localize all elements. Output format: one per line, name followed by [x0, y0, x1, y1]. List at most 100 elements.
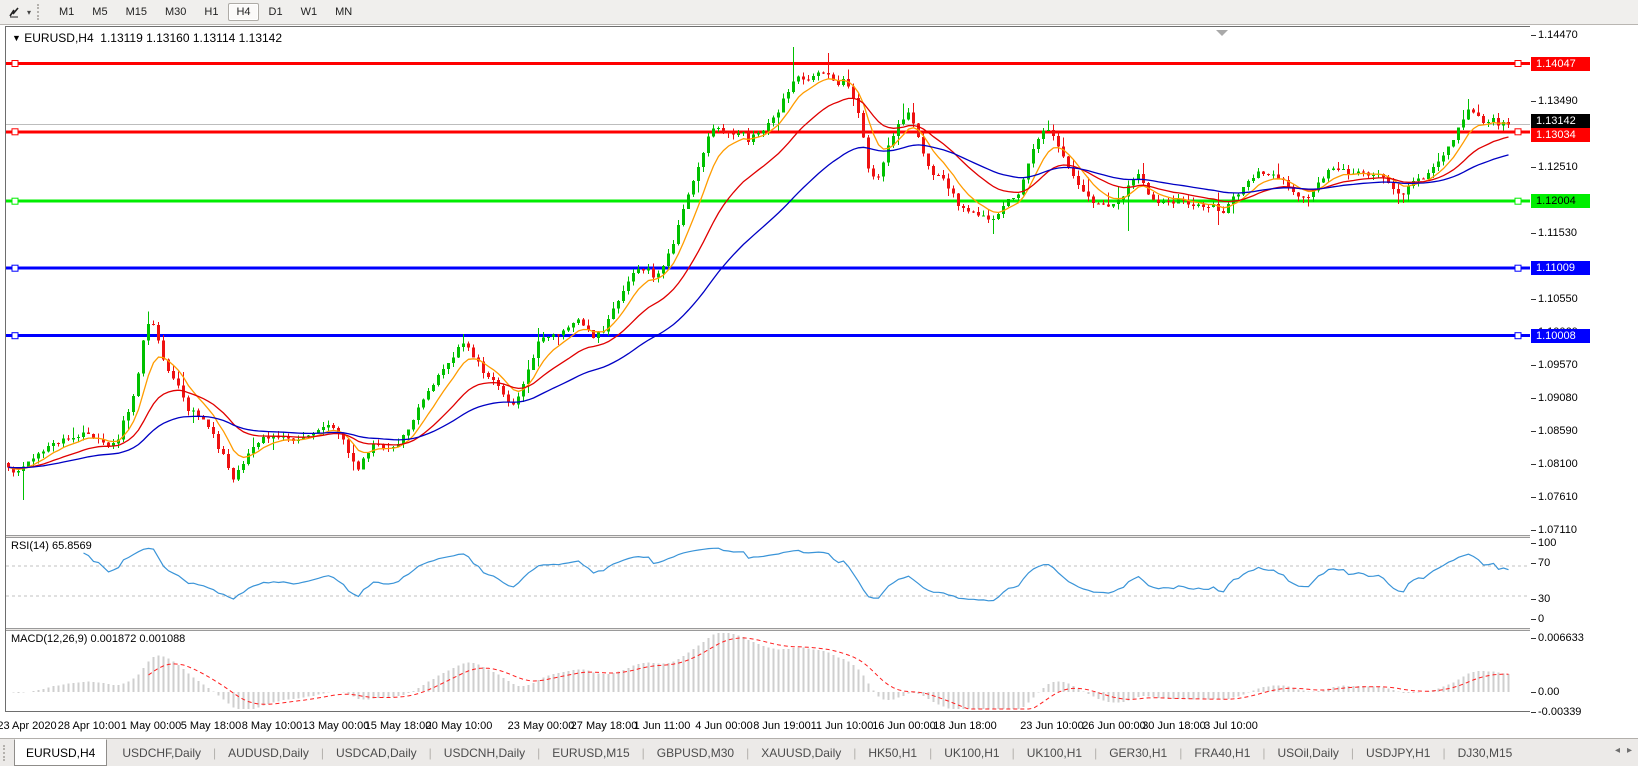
candle-body: [1457, 127, 1460, 141]
candle-body: [557, 334, 560, 336]
candle-body: [1162, 201, 1165, 203]
tab-fra40-h1[interactable]: FRA40,H1: [1194, 745, 1251, 760]
tab-eurusd-m15[interactable]: EURUSD,M15: [552, 745, 630, 760]
level-handle[interactable]: [1514, 60, 1522, 67]
level-handle[interactable]: [1514, 128, 1522, 136]
candle-body: [1187, 200, 1190, 205]
symbol-dropdown-icon[interactable]: ▼: [12, 33, 21, 43]
candle-body: [587, 325, 590, 330]
candle-body: [447, 363, 450, 370]
candle-body: [827, 73, 830, 75]
tab-uk100-h1[interactable]: UK100,H1: [944, 745, 1000, 760]
candle-body: [927, 153, 930, 167]
timeframe-button-m30[interactable]: M30: [164, 6, 187, 18]
candle-body: [767, 123, 770, 131]
candle-body: [902, 119, 905, 124]
level-handle[interactable]: [11, 197, 19, 205]
chart-tool-glyph: [9, 7, 19, 18]
tab-uk100-h1[interactable]: UK100,H1: [1026, 745, 1083, 760]
tab-dj30-m15[interactable]: DJ30,M15: [1457, 745, 1513, 760]
candle-body: [1337, 168, 1340, 170]
macd-label: MACD(12,26,9) 0.001872 0.001088: [11, 633, 186, 645]
timeframe-button-mn[interactable]: MN: [335, 6, 353, 18]
candle-body: [347, 439, 350, 454]
tab-usdjpy-h1[interactable]: USDJPY,H1: [1365, 745, 1431, 760]
candle-body: [77, 437, 80, 439]
candle-body: [952, 188, 955, 194]
tab-ger30-h1[interactable]: GER30,H1: [1109, 745, 1168, 760]
toolbar-grip[interactable]: [37, 4, 42, 20]
candle-body: [512, 401, 515, 405]
tab-hk50-h1[interactable]: HK50,H1: [868, 745, 918, 760]
candle-body: [807, 79, 810, 81]
candle-body: [982, 215, 985, 217]
candle-body: [1212, 204, 1215, 207]
tab-nav-right-icon[interactable]: ▸: [1626, 745, 1632, 756]
candle-body: [247, 453, 250, 464]
tab-gbpusd-m30[interactable]: GBPUSD,M30: [656, 745, 735, 760]
timeframe-button-w1[interactable]: W1: [300, 6, 318, 18]
tab-separator: |: [1442, 745, 1446, 760]
level-handle[interactable]: [1514, 197, 1522, 205]
price-tick-label: 1.13490: [1531, 95, 1578, 108]
time-tick-label: 20 May 10:00: [425, 720, 493, 732]
rsi-panel-canvas[interactable]: [6, 538, 1530, 628]
candle-body: [1082, 184, 1085, 192]
timeframe-button-d1[interactable]: D1: [268, 6, 283, 18]
main-chart-canvas[interactable]: [6, 27, 1530, 535]
tab-navigation: ◂ ▸: [1608, 745, 1632, 756]
level-handle[interactable]: [11, 60, 19, 67]
candle-body: [992, 219, 995, 221]
candle-body: [272, 435, 275, 439]
level-handle[interactable]: [1514, 264, 1522, 272]
candle-body: [817, 72, 820, 76]
candle-body: [552, 334, 555, 337]
candle-body: [572, 323, 575, 328]
candle-body: [1017, 194, 1020, 198]
tab-nav-left-icon[interactable]: ◂: [1614, 745, 1620, 756]
candle-body: [1217, 204, 1220, 212]
tabbar-grip[interactable]: [3, 745, 8, 761]
candle-body: [1032, 149, 1035, 164]
level-lines-layer[interactable]: [6, 60, 1530, 340]
panel-divider-macd[interactable]: [6, 628, 1530, 631]
level-handle[interactable]: [11, 332, 19, 340]
level-handle[interactable]: [11, 128, 19, 136]
candle-body: [1167, 201, 1170, 203]
timeframe-button-h4[interactable]: H4: [228, 3, 259, 21]
candle-body: [1112, 204, 1115, 207]
timeframe-button-m1[interactable]: M1: [59, 6, 75, 18]
panel-divider-rsi[interactable]: [6, 535, 1530, 538]
candle-body: [692, 181, 695, 195]
tab-usdcad-daily[interactable]: USDCAD,Daily: [335, 745, 417, 760]
timeframe-buttons: M1 M5 M15 M30 H1 H4 D1 W1 MN: [50, 3, 361, 21]
candle-body: [702, 153, 705, 168]
candle-body: [937, 175, 940, 177]
tab-audusd-daily[interactable]: AUDUSD,Daily: [228, 745, 309, 760]
candle-body: [757, 133, 760, 135]
tab-usoil-daily[interactable]: USOil,Daily: [1277, 745, 1339, 760]
candle-body: [322, 427, 325, 431]
tab-eurusd-h4[interactable]: EURUSD,H4: [14, 739, 108, 766]
tab-usdchf-daily[interactable]: USDCHF,Daily: [122, 745, 202, 760]
chart-tool-icon[interactable]: [4, 3, 26, 21]
tab-xauusd-daily[interactable]: XAUUSD,Daily: [761, 745, 842, 760]
level-handle[interactable]: [11, 264, 19, 272]
candle-body: [562, 330, 565, 335]
timeframe-button-m5[interactable]: M5: [92, 6, 108, 18]
level-price-label: 1.14047: [1531, 57, 1590, 71]
timeframe-button-h1[interactable]: H1: [204, 6, 219, 18]
macd-axis-label: -0.00339: [1531, 706, 1581, 718]
chart-tool-dropdown-icon[interactable]: ▾: [27, 7, 32, 17]
level-handle[interactable]: [1514, 332, 1522, 340]
macd-values: 0.001872 0.001088: [90, 633, 186, 645]
candle-body: [1267, 173, 1270, 175]
macd-axis-label: 0.00: [1531, 686, 1559, 698]
candle-body: [37, 453, 40, 459]
macd-panel-canvas[interactable]: [6, 631, 1530, 711]
timeframe-button-m15[interactable]: M15: [125, 6, 147, 18]
ma-mid-line: [8, 97, 1509, 469]
tab-usdcnh-daily[interactable]: USDCNH,Daily: [443, 745, 526, 760]
candle-body: [462, 343, 465, 348]
time-axis[interactable]: [0, 713, 1638, 738]
